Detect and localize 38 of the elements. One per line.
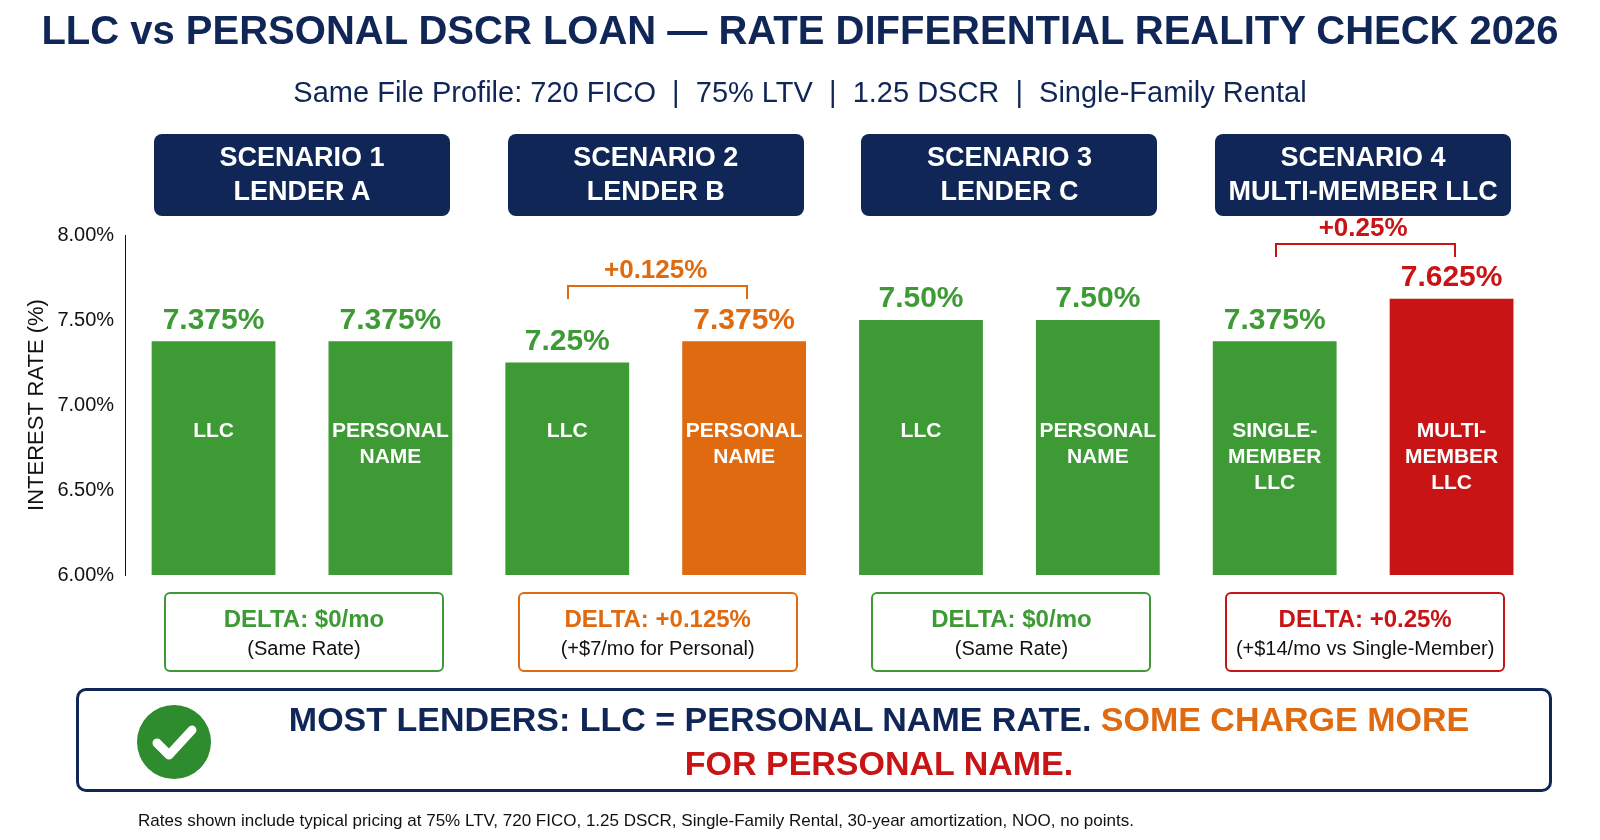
data-label: 7.375% — [339, 301, 442, 335]
y-tick-label: 7.50% — [57, 307, 115, 330]
y-tick-label: 6.50% — [57, 477, 115, 500]
x-tick-label: LLC — [193, 417, 234, 441]
data-label: 7.50% — [1055, 280, 1141, 314]
data-label: 7.375% — [162, 301, 265, 335]
text: SOME CHARGE MORE — [1100, 700, 1470, 738]
data-label: 7.375% — [1223, 301, 1326, 335]
x-tick-label: LLC — [546, 417, 588, 441]
y-axis-title: INTEREST RATE (%) — [23, 299, 49, 511]
text: DELTA: $0/mo (Same Rate) — [222, 604, 386, 660]
text: MOST LENDERS: LLC = PERSONAL NAME RATE. — [288, 700, 1092, 738]
y-tick-label: 7.00% — [57, 392, 115, 415]
text: SCENARIO 3 LENDER C — [861, 134, 1158, 216]
chart-title: LLC vs PERSONAL DSCR LOAN — RATE DIFFERENTIAL REALITY CHECK 2026 — [40, 8, 1560, 53]
text: DELTA: +0.25% (+$14/mo vs Single-Member) — [1234, 604, 1496, 660]
data-label: 7.50% — [878, 280, 964, 314]
y-tick-label: 8.00% — [57, 222, 115, 245]
chart-subtitle: Same File Profile: 720 FICO | 75% LTV | 1.25 DSCR | Single-Family Rental — [292, 76, 1308, 109]
x-tick-label: PERSONAL NAME — [685, 417, 803, 468]
data-label: 7.25% — [524, 322, 610, 356]
annotation: +0.25% — [1318, 211, 1408, 243]
text: SCENARIO 4 MULTI-MEMBER LLC — [1228, 142, 1498, 206]
data-label: 7.625% — [1400, 259, 1503, 293]
y-tick-label: 6.00% — [57, 562, 115, 585]
data-label: 7.375% — [693, 301, 795, 335]
x-tick-label: SINGLE-MEMBER LLC — [1228, 417, 1322, 494]
text: FOR PERSONAL NAME. — [684, 744, 1074, 782]
text: DELTA: $0/mo (Same Rate) — [930, 604, 1093, 660]
text: SCENARIO 1 LENDER A — [153, 134, 450, 216]
x-tick-label: LLC — [900, 417, 942, 441]
annotation: +0.125% — [604, 254, 708, 286]
x-tick-label: PERSONAL NAME — [1039, 417, 1157, 468]
x-tick-label: PERSONAL NAME — [332, 417, 449, 468]
text: DELTA: +0.125% (+$7/mo for Personal) — [559, 604, 756, 660]
text: SCENARIO 2 LENDER B — [507, 134, 804, 216]
x-tick-label: MULTI-MEMBER LLC — [1404, 417, 1499, 494]
text: Rates shown include typical pricing at 75% LTV, 720 FICO, 1.25 DSCR, Single-Family Rental, 30-year amortization, NOO, no points. — [138, 811, 1134, 831]
